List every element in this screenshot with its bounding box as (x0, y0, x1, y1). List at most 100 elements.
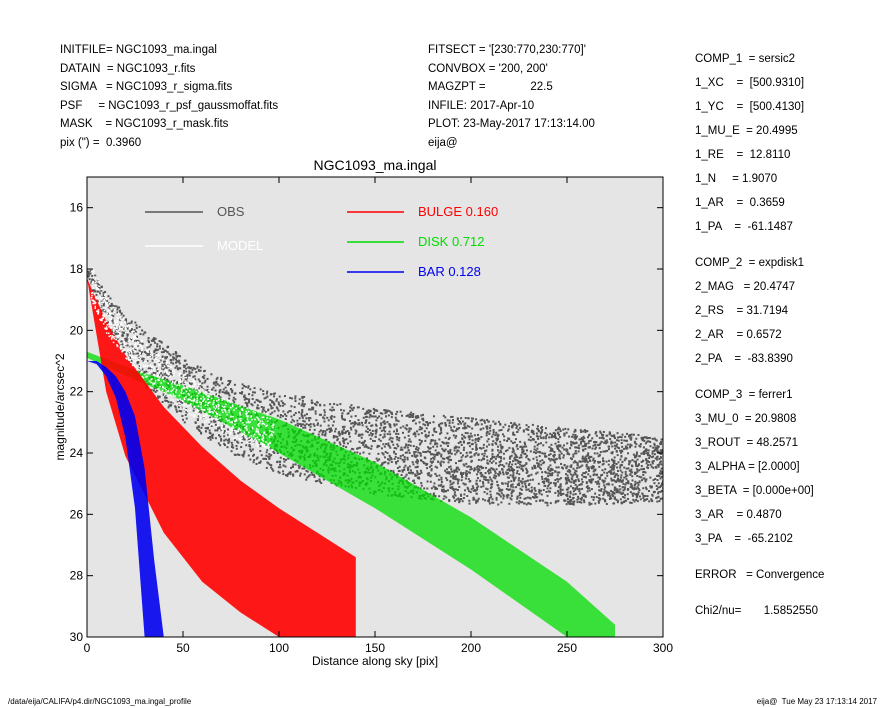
obs-point (527, 488, 530, 491)
obs-point (438, 425, 441, 428)
obs-point (415, 446, 418, 449)
obs-point (270, 393, 273, 396)
obs-point (507, 465, 510, 468)
obs-point (358, 423, 361, 426)
model-point (240, 440, 242, 442)
model-point (242, 422, 244, 424)
model-point (126, 325, 128, 327)
model-point (197, 385, 199, 387)
obs-point (527, 475, 530, 478)
obs-point (597, 497, 600, 500)
obs-point (198, 380, 201, 383)
obs-point (142, 333, 145, 336)
model-point (107, 332, 110, 334)
obs-point (634, 493, 637, 496)
obs-point (270, 400, 273, 403)
model-point (217, 421, 220, 424)
obs-point (587, 446, 590, 449)
obs-point (602, 481, 605, 484)
obs-point (458, 460, 461, 463)
model-point (207, 408, 209, 411)
obs-point (625, 481, 628, 484)
model-point (246, 416, 249, 418)
obs-point (518, 494, 521, 497)
model-point (126, 352, 128, 355)
model-point (149, 363, 152, 366)
model-point (206, 404, 209, 406)
obs-point (243, 450, 246, 453)
obs-point (554, 470, 557, 473)
obs-point (566, 465, 569, 468)
obs-point (243, 398, 246, 401)
obs-point (525, 428, 528, 431)
obs-point (622, 489, 625, 492)
obs-point (492, 456, 495, 459)
obs-point (383, 409, 386, 412)
obs-point (607, 482, 610, 485)
obs-point (305, 478, 308, 481)
obs-point (446, 472, 449, 475)
obs-point (575, 436, 578, 439)
obs-point (259, 450, 262, 453)
obs-point (436, 452, 439, 455)
obs-point (514, 476, 517, 479)
model-point (212, 403, 214, 406)
model-point (203, 392, 206, 394)
obs-point (197, 428, 200, 431)
obs-point (455, 451, 458, 454)
obs-point (598, 489, 601, 492)
obs-point (650, 499, 653, 502)
obs-point (478, 465, 481, 468)
obs-point (158, 395, 161, 398)
obs-point (333, 415, 336, 418)
obs-point (499, 423, 502, 426)
obs-point (627, 482, 630, 485)
model-point (246, 415, 248, 417)
model-point (136, 347, 139, 350)
obs-point (196, 418, 199, 421)
obs-point (561, 467, 564, 470)
obs-point (549, 490, 552, 493)
model-point (232, 437, 235, 440)
obs-point (587, 466, 590, 469)
obs-point (405, 428, 408, 431)
obs-point (602, 450, 605, 453)
obs-point (475, 445, 478, 448)
obs-point (555, 466, 558, 469)
model-point (194, 384, 196, 386)
obs-point (456, 466, 459, 469)
obs-point (575, 470, 578, 473)
obs-point (185, 363, 188, 366)
obs-point (153, 362, 156, 365)
obs-point (621, 480, 624, 483)
model-point (161, 357, 164, 360)
obs-point (161, 367, 164, 370)
obs-point (342, 409, 345, 412)
obs-point (407, 434, 410, 437)
obs-point (365, 457, 368, 460)
obs-point (203, 381, 206, 384)
model-point (125, 343, 127, 346)
obs-point (454, 476, 457, 479)
obs-point (579, 429, 582, 432)
obs-point (494, 457, 497, 460)
obs-point (491, 498, 494, 501)
obs-point (603, 498, 606, 501)
header-mid-line: eija@ (428, 136, 458, 149)
model-point (95, 286, 98, 288)
obs-point (461, 438, 464, 441)
model-point (205, 414, 208, 417)
obs-point (440, 429, 443, 432)
obs-point (613, 456, 616, 459)
model-point (133, 360, 135, 362)
obs-point (414, 450, 417, 453)
obs-point (128, 322, 131, 325)
obs-point (125, 318, 128, 321)
obs-point (170, 359, 173, 362)
obs-point (283, 403, 286, 406)
obs-point (457, 480, 460, 483)
obs-point (607, 494, 610, 497)
obs-point (575, 441, 578, 444)
obs-point (343, 439, 346, 442)
obs-point (537, 482, 540, 485)
